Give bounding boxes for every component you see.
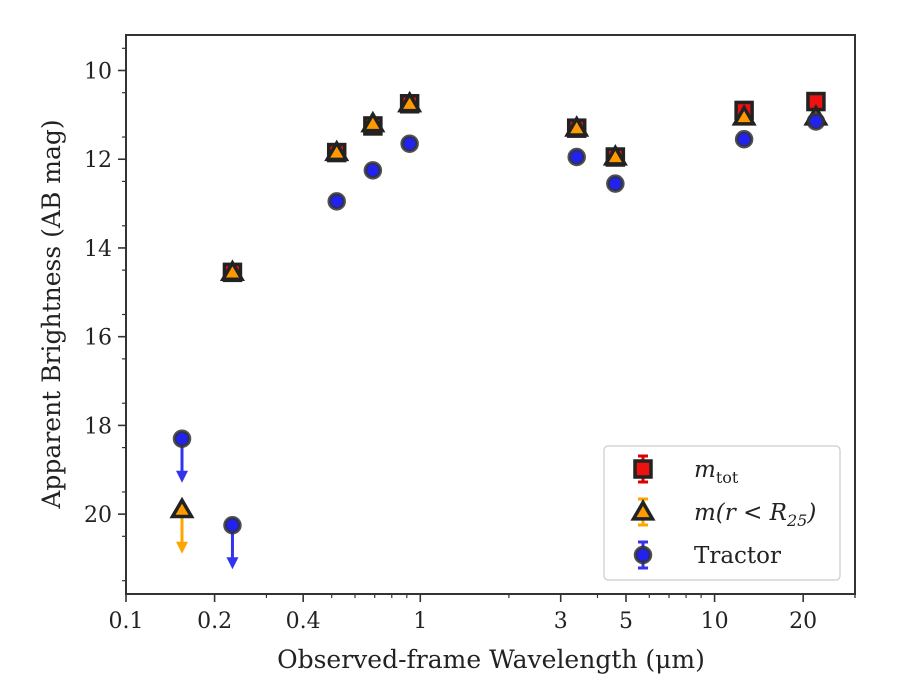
x-tick-label: 10 [701, 609, 729, 634]
series-2 [172, 112, 826, 570]
y-tick-label: 20 [84, 503, 112, 528]
y-axis-label: Apparent Brightness (AB mag) [37, 119, 66, 509]
legend-label: mtot [694, 457, 739, 487]
data-point [400, 134, 419, 153]
data-point [223, 515, 242, 535]
plot-area: 10 12 14 16 18 20 0.1 0.2 0.4 1 3 5 10 20 mtot m(r < R2… [84, 34, 856, 634]
legend-marker [633, 459, 653, 479]
legend: mtot m(r < R25) Tractor [603, 445, 841, 581]
y-tick-label: 12 [84, 148, 112, 173]
data-point [172, 429, 192, 448]
data-point [397, 90, 423, 113]
x-axis-label: Observed-frame Wavelength (μm) [277, 645, 705, 674]
data-point [360, 110, 386, 133]
data-point [567, 147, 586, 167]
y-tick-label: 14 [84, 237, 112, 262]
y-tick-label: 10 [84, 59, 112, 84]
x-tick-label: 1 [413, 609, 427, 634]
y-tick-label: 18 [84, 414, 112, 439]
x-tick-label: 5 [619, 609, 633, 634]
data-point [324, 139, 350, 162]
data-point [363, 161, 383, 180]
legend-label: m(r < R25) [694, 500, 816, 530]
data-point [169, 496, 195, 519]
x-tick-label: 20 [789, 609, 817, 634]
legend-marker [630, 499, 656, 521]
data-point [606, 174, 625, 193]
upper-limit-arrowhead [176, 470, 189, 483]
upper-limit-arrowhead [226, 557, 239, 570]
data-point [734, 130, 754, 149]
x-tick-label: 0.4 [286, 609, 321, 634]
legend-frame [603, 445, 841, 581]
y-tick-label: 16 [84, 326, 112, 351]
data-point [602, 144, 628, 166]
data-point [564, 115, 590, 137]
x-tick-label: 0.1 [109, 609, 144, 634]
legend-label: Tractor [694, 543, 781, 569]
data-point [731, 104, 757, 126]
x-tick-label: 3 [554, 609, 568, 634]
legend-marker [633, 545, 653, 565]
upper-limit-arrowhead [176, 541, 189, 554]
data-point [219, 259, 245, 281]
x-tick-label: 0.2 [197, 609, 232, 634]
data-point [327, 192, 346, 211]
series-1 [169, 90, 829, 554]
data-point [806, 112, 826, 131]
